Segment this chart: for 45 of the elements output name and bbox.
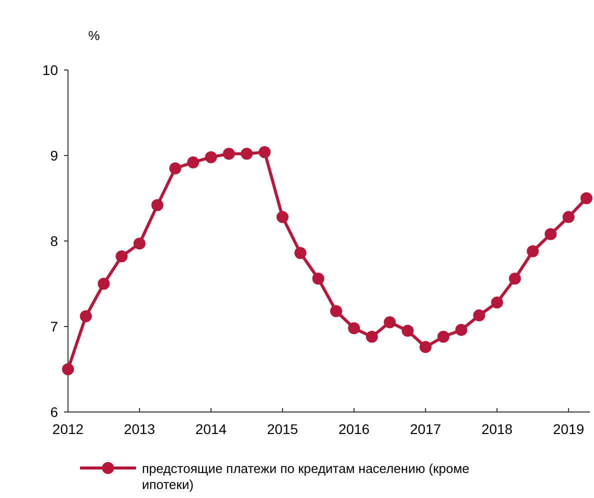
x-tick-label: 2014 xyxy=(195,421,227,437)
point xyxy=(420,341,432,354)
y-tick-label: 8 xyxy=(50,233,58,249)
x-tick-label: 2012 xyxy=(52,421,84,437)
x-tick-label: 2013 xyxy=(124,421,156,437)
point xyxy=(580,192,592,204)
x-tick-label: 2019 xyxy=(552,421,584,437)
point xyxy=(455,324,468,336)
y-axis-title: % xyxy=(88,28,100,43)
point xyxy=(526,245,539,258)
point xyxy=(116,250,128,262)
point xyxy=(62,363,74,376)
point xyxy=(151,199,164,212)
x-tick-label: 2018 xyxy=(481,421,513,437)
point xyxy=(384,316,396,328)
y-tick-label: 9 xyxy=(50,148,58,164)
y-tick-label: 10 xyxy=(42,62,58,78)
point xyxy=(312,272,324,285)
point xyxy=(294,246,306,259)
point xyxy=(508,272,521,285)
point xyxy=(98,278,110,290)
point xyxy=(276,211,289,224)
point xyxy=(222,148,235,160)
y-tick-label: 6 xyxy=(50,404,58,420)
point xyxy=(169,162,182,174)
point xyxy=(491,296,504,309)
point xyxy=(240,148,253,160)
point xyxy=(80,310,92,322)
point xyxy=(348,322,360,334)
point xyxy=(366,330,378,343)
point xyxy=(544,228,557,240)
x-tick-label: 2016 xyxy=(338,421,370,437)
legend-label: предстоящие платежи по кредитам населению (кроме ипотеки) xyxy=(142,461,470,492)
x-tick-label: 2017 xyxy=(410,421,442,437)
point xyxy=(258,146,271,158)
point xyxy=(134,238,146,250)
point xyxy=(205,151,218,164)
point xyxy=(330,305,342,318)
point xyxy=(187,156,200,168)
point xyxy=(562,211,575,224)
point xyxy=(437,330,450,343)
y-tick-label: 7 xyxy=(50,318,58,334)
point xyxy=(402,324,414,337)
point xyxy=(473,309,486,322)
x-tick-label: 2015 xyxy=(266,421,298,437)
